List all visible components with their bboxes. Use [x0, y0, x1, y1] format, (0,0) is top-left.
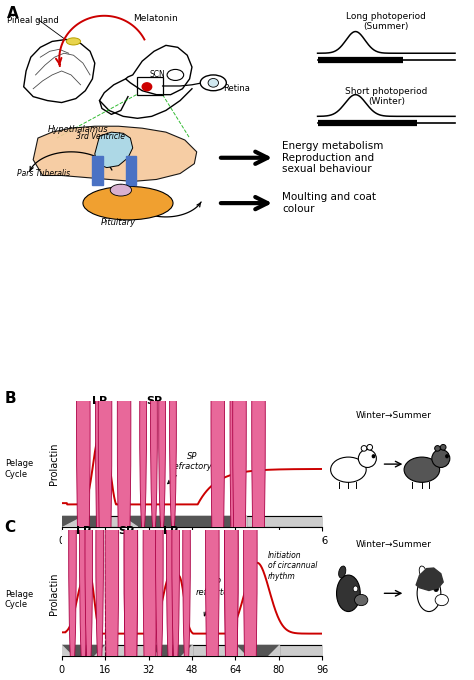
Y-axis label: Prolactin: Prolactin — [49, 443, 59, 486]
Text: LP: LP — [92, 396, 107, 407]
Ellipse shape — [85, 422, 92, 680]
Ellipse shape — [96, 194, 109, 647]
Ellipse shape — [117, 194, 131, 647]
Ellipse shape — [110, 184, 131, 196]
Text: Short photoperiod
(Winter): Short photoperiod (Winter) — [345, 87, 428, 106]
Ellipse shape — [155, 422, 163, 680]
Circle shape — [373, 455, 375, 458]
Ellipse shape — [98, 194, 112, 647]
Ellipse shape — [183, 422, 191, 680]
Ellipse shape — [432, 449, 450, 467]
Ellipse shape — [244, 323, 257, 680]
Ellipse shape — [206, 323, 219, 680]
Text: LP
refractory: LP refractory — [196, 577, 237, 616]
Circle shape — [353, 586, 358, 592]
Text: B: B — [5, 390, 17, 405]
Ellipse shape — [417, 575, 441, 611]
Polygon shape — [95, 132, 133, 168]
Circle shape — [446, 455, 448, 458]
Ellipse shape — [143, 323, 157, 680]
Polygon shape — [62, 645, 73, 656]
Text: Pituitary: Pituitary — [101, 218, 136, 227]
Polygon shape — [62, 516, 83, 527]
Ellipse shape — [419, 566, 427, 578]
Ellipse shape — [159, 313, 165, 539]
Text: Hypothalamus: Hypothalamus — [47, 125, 108, 134]
Ellipse shape — [80, 422, 87, 680]
Ellipse shape — [96, 422, 103, 680]
Text: C: C — [5, 520, 16, 534]
Text: 3rd Ventricle: 3rd Ventricle — [76, 132, 125, 141]
Text: SCN: SCN — [149, 70, 165, 79]
Ellipse shape — [355, 594, 368, 606]
Text: Pars Tuberalis: Pars Tuberalis — [17, 169, 70, 177]
Polygon shape — [94, 645, 105, 656]
Ellipse shape — [233, 194, 246, 647]
Text: Initiation
of circannual
rhythm: Initiation of circannual rhythm — [268, 551, 318, 581]
Text: Winter→Summer: Winter→Summer — [356, 540, 431, 549]
Circle shape — [434, 586, 438, 592]
Text: Retina: Retina — [223, 84, 250, 92]
Bar — [126, 156, 136, 186]
Ellipse shape — [170, 313, 176, 539]
Ellipse shape — [337, 575, 360, 611]
Ellipse shape — [166, 422, 174, 680]
Polygon shape — [121, 516, 137, 527]
Circle shape — [142, 83, 152, 90]
Polygon shape — [236, 645, 246, 656]
Polygon shape — [24, 39, 95, 103]
Text: LP: LP — [76, 526, 91, 536]
Ellipse shape — [105, 323, 118, 680]
Ellipse shape — [361, 445, 367, 452]
Text: LP: LP — [163, 526, 178, 536]
Ellipse shape — [435, 594, 448, 606]
Ellipse shape — [140, 313, 146, 539]
Polygon shape — [268, 645, 279, 656]
Y-axis label: Prolactin: Prolactin — [49, 572, 59, 615]
Bar — [137, 77, 163, 95]
Ellipse shape — [404, 457, 439, 482]
Ellipse shape — [172, 422, 180, 680]
Polygon shape — [230, 516, 246, 527]
Ellipse shape — [151, 313, 157, 539]
Ellipse shape — [367, 445, 373, 450]
Text: Long photoperiod
(Summer): Long photoperiod (Summer) — [346, 12, 426, 31]
Ellipse shape — [331, 457, 366, 482]
Ellipse shape — [230, 194, 244, 647]
Ellipse shape — [435, 445, 440, 452]
Ellipse shape — [225, 323, 238, 680]
Ellipse shape — [208, 78, 219, 87]
Polygon shape — [181, 645, 192, 656]
Ellipse shape — [124, 323, 137, 680]
Text: SP
refractory: SP refractory — [168, 452, 213, 483]
Text: Moulting and coat
colour: Moulting and coat colour — [282, 192, 376, 214]
Text: SP: SP — [118, 526, 135, 536]
Text: Energy metabolism
Reproduction and
sexual behaviour: Energy metabolism Reproduction and sexua… — [282, 141, 383, 174]
Ellipse shape — [83, 186, 173, 220]
Ellipse shape — [124, 323, 137, 680]
Bar — [92, 156, 103, 186]
Ellipse shape — [358, 449, 376, 467]
Ellipse shape — [77, 194, 90, 647]
Ellipse shape — [167, 69, 184, 80]
Text: A: A — [7, 6, 19, 21]
Ellipse shape — [338, 566, 346, 578]
Ellipse shape — [225, 323, 238, 680]
Text: Pelage
Cycle: Pelage Cycle — [5, 590, 33, 609]
Ellipse shape — [200, 75, 227, 90]
Ellipse shape — [440, 445, 446, 450]
Text: Pineal gland: Pineal gland — [7, 16, 59, 24]
Polygon shape — [148, 645, 159, 656]
Text: Winter→Summer: Winter→Summer — [356, 411, 431, 420]
Text: SP: SP — [146, 396, 162, 407]
Ellipse shape — [211, 194, 225, 647]
Polygon shape — [416, 568, 443, 590]
Polygon shape — [33, 126, 197, 182]
Ellipse shape — [66, 38, 81, 45]
Polygon shape — [126, 46, 192, 95]
Ellipse shape — [252, 194, 265, 647]
Text: Melatonin: Melatonin — [133, 14, 177, 23]
Ellipse shape — [69, 422, 76, 680]
Text: Pelage
Cycle: Pelage Cycle — [5, 460, 33, 479]
